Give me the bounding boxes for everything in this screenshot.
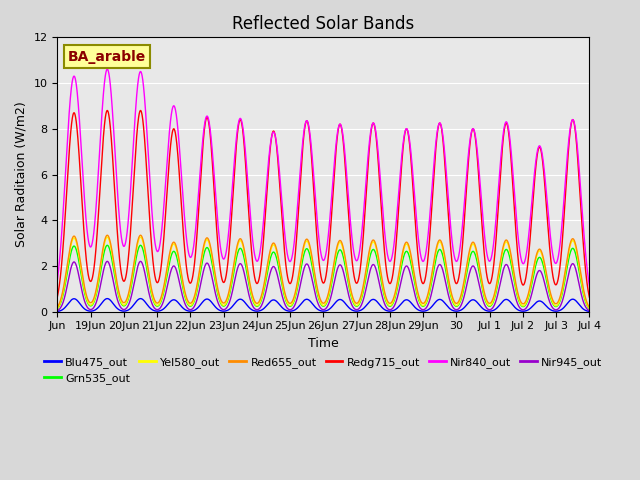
Nir945_out	[104, 259, 111, 264]
Grn535_out	[258, 296, 266, 301]
Nir945_out	[258, 302, 266, 308]
Yel580_out	[304, 239, 312, 244]
Red655_out	[72, 236, 80, 242]
Redg715_out	[304, 119, 312, 125]
Red655_out	[54, 304, 61, 310]
Blu475_out	[378, 304, 386, 310]
X-axis label: Time: Time	[308, 337, 339, 350]
Grn535_out	[72, 246, 80, 252]
Grn535_out	[104, 242, 111, 248]
Nir945_out	[54, 308, 61, 313]
Redg715_out	[364, 171, 371, 177]
Yel580_out	[54, 306, 61, 312]
Nir945_out	[378, 292, 386, 298]
Blu475_out	[364, 301, 371, 307]
Nir840_out	[586, 283, 593, 288]
Nir840_out	[378, 196, 386, 202]
Legend: Blu475_out, Grn535_out, Yel580_out, Red655_out, Redg715_out, Nir840_out, Nir945_: Blu475_out, Grn535_out, Yel580_out, Red6…	[40, 352, 607, 388]
Yel580_out	[378, 278, 386, 284]
Nir945_out	[460, 297, 467, 302]
Line: Nir840_out: Nir840_out	[58, 69, 589, 286]
Blu475_out	[304, 297, 312, 302]
Nir840_out	[304, 119, 312, 124]
Red655_out	[304, 237, 312, 242]
Blu475_out	[54, 309, 61, 314]
Grn535_out	[586, 306, 593, 312]
Grn535_out	[364, 266, 371, 272]
Y-axis label: Solar Raditaion (W/m2): Solar Raditaion (W/m2)	[15, 102, 28, 247]
Grn535_out	[460, 288, 467, 294]
Red655_out	[258, 291, 266, 297]
Yel580_out	[104, 234, 111, 240]
Nir840_out	[72, 79, 80, 85]
Blu475_out	[258, 307, 266, 313]
Line: Blu475_out: Blu475_out	[58, 299, 589, 312]
Redg715_out	[586, 294, 593, 300]
Nir840_out	[104, 66, 111, 72]
Line: Redg715_out: Redg715_out	[58, 110, 589, 297]
Title: Reflected Solar Bands: Reflected Solar Bands	[232, 15, 415, 33]
Yel580_out	[364, 261, 371, 267]
Yel580_out	[460, 286, 467, 291]
Redg715_out	[72, 116, 80, 122]
Nir840_out	[460, 214, 467, 219]
Yel580_out	[72, 238, 80, 244]
Grn535_out	[378, 282, 386, 288]
Nir945_out	[72, 262, 80, 267]
Nir945_out	[586, 308, 593, 313]
Redg715_out	[378, 214, 386, 219]
Line: Red655_out: Red655_out	[58, 235, 589, 307]
Red655_out	[364, 258, 371, 264]
Redg715_out	[54, 294, 61, 300]
Redg715_out	[258, 255, 266, 261]
Blu475_out	[72, 297, 80, 302]
Line: Yel580_out: Yel580_out	[58, 237, 589, 309]
Blu475_out	[586, 309, 593, 314]
Redg715_out	[104, 108, 111, 113]
Yel580_out	[258, 294, 266, 300]
Nir945_out	[304, 262, 312, 267]
Nir840_out	[258, 234, 266, 240]
Grn535_out	[54, 306, 61, 312]
Line: Nir945_out: Nir945_out	[58, 262, 589, 311]
Text: BA_arable: BA_arable	[68, 49, 147, 64]
Redg715_out	[460, 233, 467, 239]
Blu475_out	[104, 296, 111, 301]
Yel580_out	[586, 306, 593, 312]
Red655_out	[460, 283, 467, 288]
Grn535_out	[304, 246, 312, 252]
Nir840_out	[54, 277, 61, 283]
Red655_out	[378, 275, 386, 281]
Nir945_out	[364, 279, 371, 285]
Line: Grn535_out: Grn535_out	[58, 245, 589, 309]
Nir840_out	[364, 160, 371, 166]
Blu475_out	[460, 306, 467, 312]
Red655_out	[104, 232, 111, 238]
Red655_out	[586, 304, 593, 310]
